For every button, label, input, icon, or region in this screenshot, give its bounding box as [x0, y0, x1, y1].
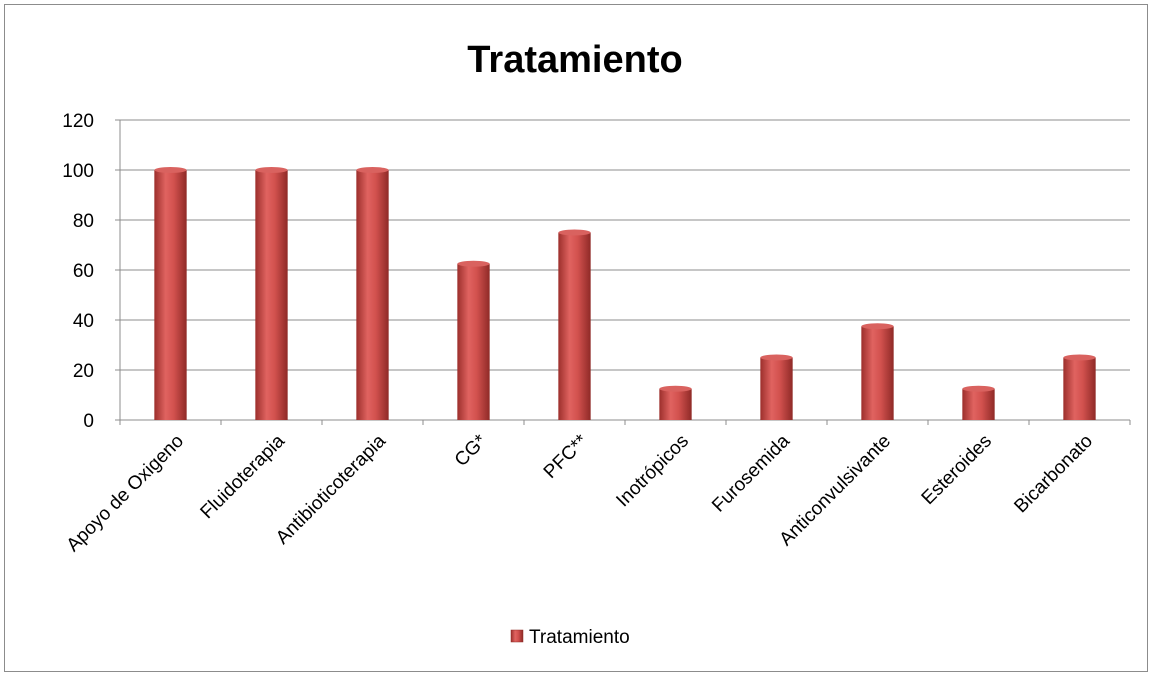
x-tick-label: Anticonvulsivante [776, 431, 895, 550]
legend: Tratamiento [510, 627, 630, 648]
x-tick-label: CG* [451, 430, 492, 471]
x-tick-label: Inotrópicos [612, 431, 693, 512]
bar [1063, 354, 1096, 420]
bar [760, 354, 793, 420]
x-tick-label: PFC** [540, 430, 593, 483]
bar-top [558, 229, 591, 236]
x-tick-label: Bicarbonato [1010, 431, 1097, 518]
bar [457, 260, 490, 420]
bar-top [356, 167, 389, 173]
bar-top [659, 385, 692, 392]
bar-body [861, 326, 894, 420]
bar-top [760, 354, 793, 361]
bar-top [457, 260, 490, 267]
y-tick-label: 80 [73, 211, 94, 232]
bar [861, 323, 894, 420]
y-tick-label: 20 [73, 361, 94, 382]
bar [356, 167, 389, 420]
y-tick-label: 40 [73, 311, 94, 332]
bar [255, 167, 288, 420]
bar-body [558, 232, 591, 420]
y-tick-label: 0 [83, 411, 94, 432]
y-tick-label: 100 [62, 161, 94, 182]
x-tick-label: Antibioticoterapia [272, 430, 390, 548]
bar-body [659, 388, 692, 420]
x-tick-label: Furosemida [708, 430, 794, 516]
x-tick-label: Apoyo de Oxigeno [63, 431, 188, 556]
bar-top [861, 323, 894, 330]
bar-top [962, 385, 995, 392]
y-tick-label: 120 [62, 111, 94, 132]
legend-swatch [510, 629, 524, 643]
bar-body [760, 357, 793, 420]
bar-top [154, 167, 187, 173]
bar-body [457, 263, 490, 420]
bar [659, 385, 692, 420]
legend-label: Tratamiento [529, 627, 630, 648]
bar [558, 229, 591, 420]
bars [154, 167, 1096, 420]
bar [962, 385, 995, 420]
bar-body [255, 170, 288, 420]
gridlines [120, 119, 1130, 371]
bar-top [1063, 354, 1096, 361]
x-tick-label: Esteroides [918, 431, 996, 509]
bar-body [356, 170, 389, 420]
chart-title: Tratamiento [467, 39, 682, 81]
bar-body [1063, 357, 1096, 420]
bar [154, 167, 187, 420]
bar-body [962, 388, 995, 420]
axes: 0 20 40 60 80 100 120 [62, 111, 1131, 432]
bar-body [154, 170, 187, 420]
x-tick-label: Fluidoterapia [197, 430, 290, 523]
y-tick-label: 60 [73, 261, 94, 282]
category-labels: Apoyo de Oxigeno FluidoterapiaAntibiotico… [63, 430, 1097, 556]
bar-top [255, 167, 288, 173]
